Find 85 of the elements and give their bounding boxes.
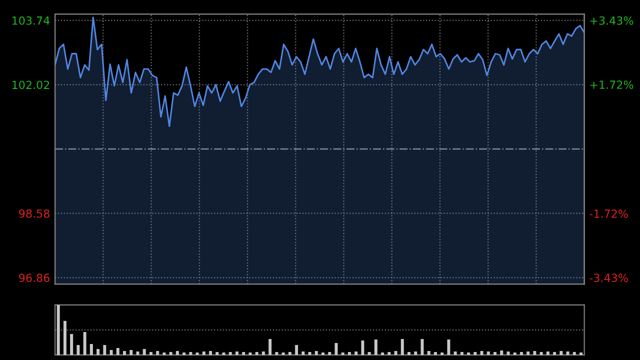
bar bbox=[295, 344, 298, 355]
bar bbox=[500, 350, 504, 355]
bar bbox=[235, 351, 238, 355]
bar bbox=[572, 352, 576, 355]
bar bbox=[494, 352, 496, 355]
bar bbox=[228, 352, 232, 355]
bar bbox=[454, 351, 457, 355]
bar bbox=[130, 350, 133, 355]
bar bbox=[546, 351, 550, 355]
bar bbox=[348, 352, 351, 355]
bar bbox=[123, 350, 126, 355]
bar bbox=[209, 350, 212, 355]
bar bbox=[460, 352, 464, 355]
bar bbox=[553, 352, 556, 355]
bar bbox=[96, 348, 100, 355]
bar bbox=[76, 344, 80, 355]
bar bbox=[216, 352, 219, 355]
bar bbox=[202, 351, 206, 355]
bar bbox=[381, 352, 384, 355]
bar bbox=[156, 350, 160, 355]
bar bbox=[408, 352, 410, 355]
bar bbox=[540, 352, 543, 355]
bar bbox=[322, 352, 324, 355]
bar bbox=[103, 344, 106, 355]
bar bbox=[480, 350, 484, 355]
bar bbox=[275, 352, 278, 355]
bar bbox=[110, 350, 113, 355]
bar bbox=[248, 352, 252, 355]
bar bbox=[189, 352, 192, 355]
bar bbox=[142, 348, 146, 355]
bar bbox=[70, 334, 74, 355]
bar bbox=[533, 350, 536, 355]
bar bbox=[580, 352, 582, 355]
bar bbox=[520, 352, 523, 355]
bar bbox=[116, 348, 120, 355]
y-tick-label: 103.74 bbox=[12, 16, 50, 25]
bar bbox=[447, 339, 450, 355]
bar bbox=[90, 344, 93, 355]
bar bbox=[255, 352, 258, 355]
bar bbox=[63, 320, 66, 355]
bar bbox=[526, 351, 530, 355]
bar bbox=[268, 338, 272, 355]
bar bbox=[334, 342, 338, 355]
bar bbox=[182, 352, 186, 355]
y2-tick-label: -1.72% bbox=[590, 210, 628, 218]
bar bbox=[566, 351, 570, 355]
bar bbox=[341, 352, 344, 355]
bar bbox=[486, 351, 490, 355]
bar bbox=[328, 352, 332, 355]
y2-tick-label: +1.72% bbox=[590, 80, 634, 89]
bar bbox=[262, 351, 265, 355]
bar bbox=[196, 352, 199, 355]
y2-tick-label: -3.43% bbox=[590, 274, 628, 282]
bar bbox=[368, 352, 371, 355]
bar bbox=[288, 352, 292, 355]
bar bbox=[394, 350, 398, 355]
bar bbox=[149, 352, 152, 355]
y2-tick-label: +3.43% bbox=[590, 16, 634, 25]
bar bbox=[420, 338, 424, 355]
bar bbox=[474, 352, 477, 355]
bar bbox=[414, 351, 418, 355]
y-tick-label: 102.02 bbox=[12, 80, 50, 90]
bar bbox=[400, 338, 404, 355]
bar bbox=[56, 304, 60, 355]
bar bbox=[314, 350, 318, 355]
bar bbox=[506, 351, 510, 355]
bar bbox=[374, 339, 378, 355]
bar bbox=[434, 352, 437, 355]
bar bbox=[169, 352, 172, 355]
bar bbox=[242, 352, 246, 355]
bar bbox=[427, 350, 430, 355]
bar bbox=[388, 352, 391, 355]
bar bbox=[176, 350, 179, 355]
bar bbox=[513, 352, 516, 355]
bar bbox=[162, 352, 166, 355]
bar bbox=[282, 352, 285, 355]
y-tick-label: 96.86 bbox=[19, 274, 50, 282]
bar bbox=[560, 350, 563, 355]
bar bbox=[354, 351, 358, 355]
bar bbox=[467, 352, 470, 355]
bar bbox=[440, 352, 444, 355]
y-tick-label: 98.58 bbox=[19, 209, 50, 218]
bar bbox=[361, 340, 364, 355]
bar bbox=[302, 351, 305, 355]
bar bbox=[83, 332, 86, 355]
